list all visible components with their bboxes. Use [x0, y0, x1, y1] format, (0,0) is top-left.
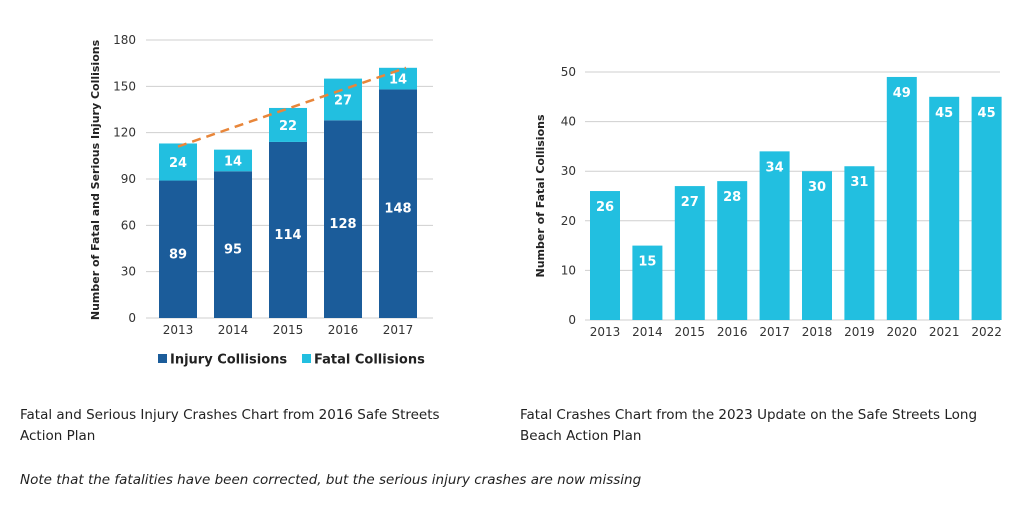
- data-label-fatal-crashes: 45: [935, 106, 953, 121]
- right-x-tick-label: 2022: [971, 325, 1002, 339]
- legend-label-fatal: Fatal Collisions: [314, 353, 425, 368]
- data-label-injury: 95: [224, 243, 242, 258]
- bar-fatal: [159, 143, 197, 181]
- left-data-labels: 89 24 95 14 114 22 128 27 148 14: [169, 73, 412, 263]
- bar-fatal: [214, 149, 252, 172]
- bar-fatal-crashes: [674, 186, 705, 320]
- data-label-fatal-crashes: 34: [766, 160, 784, 175]
- right-x-tick-label: 2013: [590, 325, 621, 339]
- bar-fatal-crashes: [971, 96, 1002, 320]
- bar-fatal-crashes: [844, 166, 875, 320]
- right-x-tick-label: 2017: [759, 325, 790, 339]
- bar-fatal: [269, 107, 307, 142]
- right-y-tick-label: 40: [561, 115, 576, 129]
- right-y-tick-label: 30: [561, 164, 576, 178]
- data-label-injury: 89: [169, 247, 187, 262]
- right-y-tick-label: 20: [561, 214, 576, 228]
- left-y-tick-label: 0: [128, 311, 136, 325]
- left-x-tick-label: 2013: [163, 323, 194, 337]
- data-label-injury: 114: [274, 228, 301, 243]
- left-bars: [159, 67, 417, 318]
- left-x-tick-label: 2016: [328, 323, 359, 337]
- left-y-tick-labels: 0 30 60 90 120 150 180: [113, 33, 136, 325]
- right-x-tick-label: 2021: [929, 325, 960, 339]
- left-y-tick-label: 90: [121, 172, 136, 186]
- bar-fatal-crashes: [929, 96, 960, 320]
- right-x-tick-label: 2014: [632, 325, 663, 339]
- data-label-fatal-crashes: 27: [681, 195, 699, 210]
- left-caption: Fatal and Serious Injury Crashes Chart f…: [20, 405, 490, 447]
- footnote: Note that the fatalities have been corre…: [20, 472, 642, 488]
- left-x-tick-labels: 2013 2014 2015 2016 2017: [163, 323, 414, 337]
- right-y-tick-label: 0: [568, 313, 576, 327]
- right-caption-line-2: Beach Action Plan: [520, 428, 642, 444]
- right-bars: [590, 76, 1002, 321]
- right-x-tick-label: 2015: [675, 325, 706, 339]
- bar-injury: [379, 89, 417, 318]
- data-label-fatal-crashes: 30: [808, 180, 826, 195]
- right-caption-line-1: Fatal Crashes Chart from the 2023 Update…: [520, 407, 978, 423]
- data-label-injury: 148: [384, 202, 411, 217]
- bar-fatal: [379, 67, 417, 90]
- right-data-labels: 26 15 27 28 34 30 31 49 45 45: [596, 86, 996, 270]
- data-label-fatal-crashes: 31: [850, 175, 868, 190]
- left-y-tick-label: 60: [121, 218, 136, 232]
- right-y-tick-label: 10: [561, 263, 576, 277]
- left-x-tick-label: 2015: [273, 323, 304, 337]
- data-label-fatal: 14: [389, 73, 407, 88]
- right-y-tick-label: 50: [561, 65, 576, 79]
- bar-injury: [269, 141, 307, 318]
- bar-fatal-crashes: [632, 245, 663, 320]
- left-legend: Injury Collisions Fatal Collisions: [158, 353, 425, 368]
- bar-injury: [324, 120, 362, 318]
- legend-swatch-injury: [158, 354, 167, 363]
- left-y-tick-label: 30: [121, 265, 136, 279]
- left-y-tick-label: 180: [113, 33, 136, 47]
- data-label-injury: 128: [329, 217, 356, 232]
- legend-swatch-fatal: [302, 354, 311, 363]
- right-x-tick-labels: 2013 2014 2015 2016 2017 2018 2019 2020 2021 2022: [590, 325, 1002, 339]
- data-label-fatal: 24: [169, 156, 187, 171]
- bar-fatal-crashes: [590, 191, 620, 320]
- left-caption-line-1: Fatal and Serious Injury Crashes Chart f…: [20, 407, 440, 423]
- left-x-tick-label: 2014: [218, 323, 249, 337]
- trend-line: [177, 66, 407, 148]
- left-x-tick-label: 2017: [383, 323, 414, 337]
- right-caption: Fatal Crashes Chart from the 2023 Update…: [520, 405, 1020, 447]
- bar-injury: [159, 180, 197, 318]
- bar-injury: [214, 171, 252, 318]
- bar-fatal-crashes: [886, 76, 917, 321]
- data-label-fatal: 14: [224, 154, 242, 169]
- data-label-fatal: 27: [334, 93, 352, 108]
- bar-fatal-crashes: [759, 151, 790, 320]
- data-label-fatal: 22: [279, 119, 297, 134]
- right-x-tick-label: 2018: [802, 325, 833, 339]
- left-y-tick-label: 120: [113, 126, 136, 140]
- right-x-tick-label: 2020: [887, 325, 918, 339]
- data-label-fatal-crashes: 26: [596, 200, 614, 215]
- left-y-tick-label: 150: [113, 79, 136, 93]
- data-label-fatal-crashes: 15: [638, 255, 656, 270]
- left-y-axis-title: Number of Fatal and Serious Injury Colli…: [89, 39, 102, 320]
- bar-fatal-crashes: [802, 171, 832, 320]
- right-y-tick-labels: 0 10 20 30 40 50: [561, 65, 576, 327]
- right-y-axis-title: Number of Fatal Collisions: [534, 114, 547, 277]
- data-label-fatal-crashes: 28: [723, 190, 741, 205]
- left-caption-line-2: Action Plan: [20, 428, 96, 444]
- data-label-fatal-crashes: 45: [978, 106, 996, 121]
- right-x-tick-label: 2016: [717, 325, 748, 339]
- data-label-fatal-crashes: 49: [893, 86, 911, 101]
- right-x-tick-label: 2019: [844, 325, 875, 339]
- bar-fatal-crashes: [717, 181, 748, 320]
- legend-label-injury: Injury Collisions: [170, 353, 287, 368]
